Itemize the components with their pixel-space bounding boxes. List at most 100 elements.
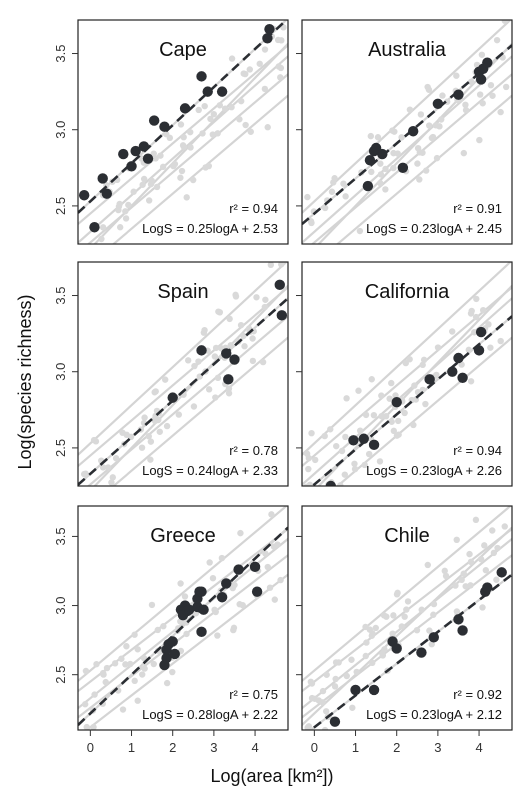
background-point <box>487 81 495 89</box>
background-point <box>305 250 311 256</box>
background-point <box>349 704 356 711</box>
background-point <box>249 335 256 342</box>
data-point <box>362 180 374 192</box>
plot-area <box>78 20 288 244</box>
data-point <box>233 564 244 575</box>
background-point <box>479 604 486 611</box>
background-point <box>414 144 422 152</box>
data-point <box>457 372 468 384</box>
background-point <box>482 567 490 574</box>
background-point <box>157 152 164 159</box>
background-point <box>147 438 155 445</box>
background-point <box>148 601 156 609</box>
background-point <box>327 426 334 433</box>
background-point <box>159 163 167 171</box>
data-point <box>475 74 487 85</box>
equation-label: LogS = 0.23logA + 2.45 <box>366 221 502 236</box>
background-point <box>467 582 474 589</box>
background-point <box>125 201 132 209</box>
data-point <box>364 154 376 166</box>
background-point <box>140 175 148 183</box>
panel-chile: Chile r² = 0.92 LogS = 0.23logA + 2.12 0 1 2 3… <box>296 505 513 755</box>
background-point <box>184 357 192 364</box>
background-point <box>481 542 488 549</box>
background-point <box>206 559 213 566</box>
background-point <box>401 409 408 417</box>
background-point <box>183 630 190 638</box>
background-point <box>403 606 410 613</box>
background-point <box>468 307 475 315</box>
background-point <box>377 179 384 187</box>
background-point <box>199 130 206 137</box>
background-point <box>312 456 319 464</box>
background-point <box>441 567 448 575</box>
background-point <box>99 669 107 677</box>
data-point <box>196 586 207 597</box>
data-point <box>159 121 170 132</box>
reference-line <box>302 526 512 726</box>
y-tick-label: 3.5 <box>53 527 68 545</box>
background-point <box>177 174 184 181</box>
panel-title: Greece <box>150 525 216 547</box>
reference-line <box>335 336 512 486</box>
equation-label: LogS = 0.23logA + 2.12 <box>366 707 502 722</box>
background-point <box>460 149 468 157</box>
background-point <box>388 379 395 387</box>
background-point <box>434 344 442 351</box>
background-point <box>356 427 364 434</box>
background-point <box>343 672 350 680</box>
panel-california: California r² = 0.94 LogS = 0.23logA + 2.2… <box>296 261 513 497</box>
background-point <box>438 116 445 123</box>
background-point <box>493 36 501 44</box>
data-point <box>428 632 439 643</box>
background-point <box>277 64 285 72</box>
data-point <box>221 578 232 589</box>
background-point <box>315 491 321 497</box>
background-point <box>493 576 500 583</box>
background-point <box>160 623 167 630</box>
panel-spain: Spain r² = 0.78 LogS = 0.24logA + 2.33 2.5 3… <box>53 261 289 487</box>
panel-title: Australia <box>368 39 447 61</box>
x-axis-label: Log(area [km²]) <box>210 766 333 786</box>
x-tick-label: 3 <box>210 740 217 755</box>
background-point <box>311 695 319 702</box>
background-point <box>195 358 202 365</box>
background-point <box>406 106 414 113</box>
background-point <box>256 60 263 67</box>
background-point <box>303 450 311 457</box>
background-point <box>501 523 508 530</box>
background-point <box>430 611 437 618</box>
background-point <box>471 329 478 336</box>
background-point <box>83 723 90 730</box>
data-point <box>350 684 361 696</box>
background-point <box>479 100 486 107</box>
data-point <box>453 89 464 100</box>
background-point <box>187 128 194 136</box>
background-point <box>247 128 254 135</box>
background-point <box>321 726 329 730</box>
background-point <box>346 488 352 494</box>
background-point <box>177 121 185 128</box>
data-point <box>161 652 172 664</box>
background-point <box>130 188 137 195</box>
background-point <box>82 667 90 675</box>
background-point <box>264 124 271 131</box>
background-point <box>398 623 405 630</box>
background-point <box>393 591 401 598</box>
background-point <box>413 626 421 634</box>
background-point <box>205 386 213 393</box>
background-point <box>319 687 327 695</box>
reference-line <box>302 506 512 682</box>
background-point <box>365 450 373 458</box>
background-point <box>237 321 245 329</box>
background-point <box>214 130 221 137</box>
y-tick-label: 3.0 <box>53 121 68 139</box>
data-point <box>407 126 419 137</box>
background-point <box>189 176 197 184</box>
background-point <box>467 378 475 385</box>
background-point <box>458 361 465 368</box>
data-point <box>142 153 154 164</box>
background-point <box>319 699 326 706</box>
plot-area <box>78 262 288 486</box>
background-point <box>426 122 433 129</box>
